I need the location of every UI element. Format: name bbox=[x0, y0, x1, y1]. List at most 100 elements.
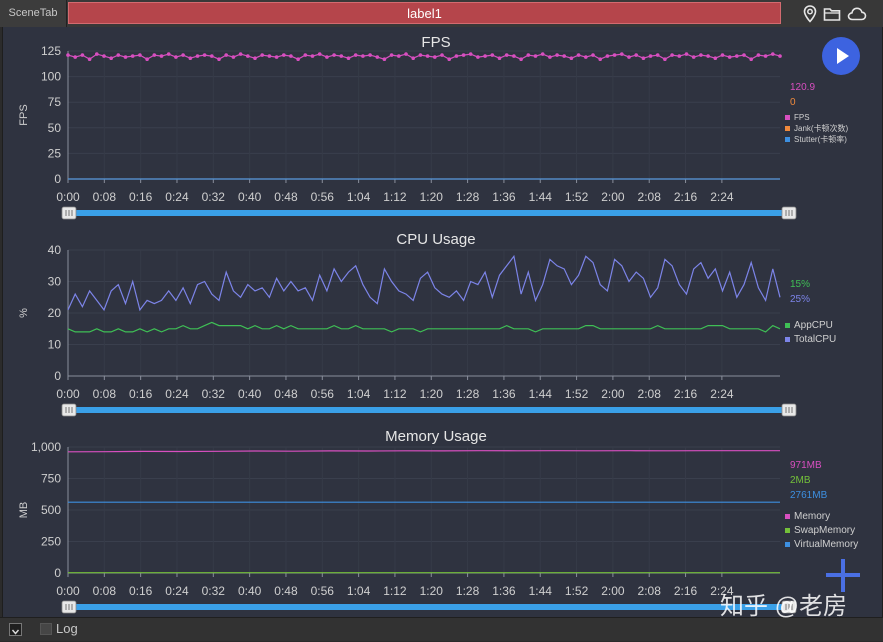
legend-swatch bbox=[785, 337, 790, 342]
data-point bbox=[87, 57, 92, 61]
data-point bbox=[425, 54, 430, 58]
series-line-fps bbox=[67, 53, 781, 60]
scene-tab[interactable]: SceneTab bbox=[0, 0, 67, 27]
legend-label: Memory bbox=[794, 511, 830, 522]
data-point bbox=[95, 52, 99, 56]
x-tick-label: 1:20 bbox=[420, 584, 444, 598]
x-tick-label: 1:20 bbox=[420, 387, 444, 401]
x-tick-label: 2:24 bbox=[710, 190, 734, 204]
y-tick-label: 1,000 bbox=[31, 440, 61, 454]
data-point bbox=[116, 53, 121, 57]
folder-icon[interactable] bbox=[822, 4, 842, 24]
data-point bbox=[627, 55, 631, 59]
data-point bbox=[468, 52, 473, 56]
data-point bbox=[591, 53, 595, 57]
x-tick-label: 1:04 bbox=[347, 190, 371, 204]
data-point bbox=[404, 52, 408, 56]
add-icon[interactable] bbox=[826, 559, 860, 592]
cloud-icon[interactable] bbox=[847, 4, 867, 24]
data-point bbox=[490, 53, 495, 57]
data-point bbox=[289, 54, 293, 58]
x-tick-label: 0:00 bbox=[56, 387, 80, 401]
legend-swatch bbox=[785, 528, 790, 533]
legend-label: Jank(卡顿次数) bbox=[794, 123, 849, 133]
legend-swatch bbox=[785, 115, 790, 120]
chart-title: FPS bbox=[421, 34, 450, 51]
data-point bbox=[188, 56, 193, 60]
y-tick-label: 125 bbox=[41, 44, 61, 58]
y-tick-label: 750 bbox=[41, 472, 61, 486]
x-tick-label: 0:24 bbox=[165, 190, 189, 204]
y-tick-label: 50 bbox=[48, 121, 62, 135]
data-point bbox=[368, 53, 372, 57]
data-point bbox=[447, 57, 452, 61]
x-tick-label: 1:36 bbox=[492, 584, 516, 598]
legend-swatch bbox=[785, 126, 790, 131]
data-point bbox=[519, 57, 523, 61]
data-point bbox=[713, 56, 718, 60]
data-point bbox=[303, 53, 308, 57]
data-point bbox=[102, 54, 106, 58]
data-point bbox=[749, 57, 753, 61]
y-tick-label: 100 bbox=[41, 70, 61, 84]
data-point bbox=[778, 54, 782, 58]
current-value-readout: 15% bbox=[790, 279, 810, 290]
x-tick-label: 0:32 bbox=[202, 387, 226, 401]
x-tick-label: 0:48 bbox=[274, 584, 298, 598]
data-point bbox=[253, 56, 257, 60]
x-tick-label: 0:08 bbox=[93, 387, 117, 401]
data-point bbox=[548, 55, 552, 59]
legend-label: FPS bbox=[794, 113, 810, 122]
chart-title: CPU Usage bbox=[396, 231, 475, 248]
data-point bbox=[526, 53, 531, 57]
data-point bbox=[727, 55, 732, 59]
time-scrollbar[interactable] bbox=[70, 407, 790, 413]
chart-title: Memory Usage bbox=[385, 428, 487, 445]
data-point bbox=[159, 54, 164, 58]
data-point bbox=[317, 52, 322, 56]
data-point bbox=[562, 54, 566, 58]
data-point bbox=[145, 57, 149, 61]
series-line-totalcpu bbox=[67, 254, 781, 312]
x-tick-label: 0:00 bbox=[56, 190, 80, 204]
x-tick-label: 0:56 bbox=[311, 387, 335, 401]
data-point bbox=[576, 53, 581, 57]
data-point bbox=[555, 53, 559, 57]
legend-label: TotalCPU bbox=[794, 334, 836, 345]
data-point bbox=[670, 53, 674, 57]
data-point bbox=[720, 53, 725, 57]
x-tick-label: 0:08 bbox=[93, 190, 117, 204]
x-tick-label: 0:24 bbox=[165, 584, 189, 598]
top-toolbar: SceneTab label1 bbox=[0, 0, 883, 27]
legend-swatch bbox=[785, 514, 790, 519]
data-point bbox=[655, 53, 660, 57]
y-tick-label: 250 bbox=[41, 535, 61, 549]
x-tick-label: 0:40 bbox=[238, 387, 262, 401]
label-bar[interactable]: label1 bbox=[68, 2, 781, 24]
data-point bbox=[375, 55, 380, 59]
data-point bbox=[361, 54, 365, 58]
data-point bbox=[641, 56, 646, 60]
data-point bbox=[605, 54, 610, 58]
watermark: 知乎 @老房 bbox=[720, 593, 848, 620]
time-scrollbar[interactable] bbox=[70, 210, 790, 216]
data-point bbox=[260, 53, 265, 57]
current-value-readout: 120.9 bbox=[790, 82, 815, 93]
data-point bbox=[598, 57, 602, 61]
log-checkbox[interactable] bbox=[40, 623, 52, 635]
data-point bbox=[483, 54, 487, 58]
x-tick-label: 2:08 bbox=[638, 584, 662, 598]
x-tick-label: 2:00 bbox=[601, 387, 625, 401]
data-point bbox=[231, 55, 236, 59]
data-point bbox=[210, 54, 214, 58]
log-label: Log bbox=[56, 621, 78, 636]
legend-label: Stutter(卡顿率) bbox=[794, 134, 847, 144]
location-icon[interactable] bbox=[800, 4, 820, 24]
x-tick-label: 2:00 bbox=[601, 584, 625, 598]
play-button[interactable] bbox=[822, 37, 860, 75]
data-point bbox=[418, 53, 423, 57]
data-point bbox=[73, 55, 77, 59]
chevron-down-icon bbox=[11, 629, 20, 635]
log-dropdown-toggle[interactable] bbox=[9, 623, 22, 636]
time-scrollbar[interactable] bbox=[70, 604, 790, 610]
